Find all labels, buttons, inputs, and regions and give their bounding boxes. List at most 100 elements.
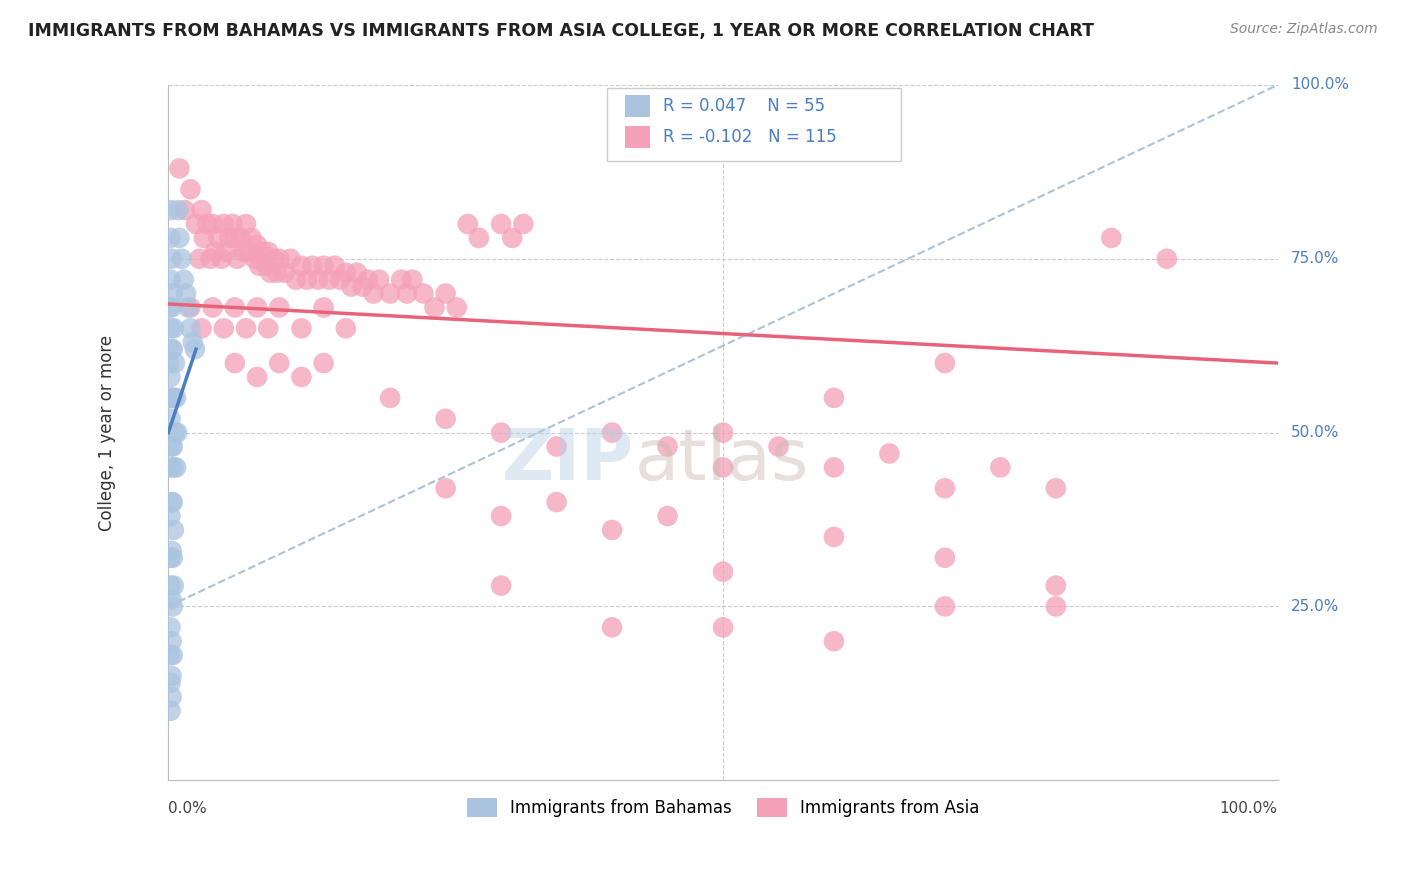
Point xyxy=(163,391,186,405)
Point xyxy=(162,440,184,454)
Point xyxy=(200,252,222,266)
Point xyxy=(159,550,181,565)
Text: 0.0%: 0.0% xyxy=(169,801,207,816)
Text: atlas: atlas xyxy=(634,426,808,495)
Point xyxy=(489,217,512,231)
Point xyxy=(368,272,391,286)
Point xyxy=(259,266,281,280)
Point xyxy=(446,301,468,315)
Point xyxy=(457,217,479,231)
Text: R = 0.047    N = 55: R = 0.047 N = 55 xyxy=(664,97,825,115)
Point xyxy=(340,279,363,293)
Point xyxy=(489,425,512,440)
Point xyxy=(269,301,291,315)
Point xyxy=(240,231,263,245)
Point xyxy=(159,321,181,335)
Point xyxy=(468,231,491,245)
Point xyxy=(269,252,291,266)
Point xyxy=(711,565,734,579)
Point xyxy=(501,231,523,245)
Point xyxy=(1045,481,1067,495)
Point xyxy=(246,238,269,252)
Point xyxy=(934,481,956,495)
Point xyxy=(163,523,186,537)
Point xyxy=(195,217,218,231)
Point xyxy=(823,530,845,544)
Point xyxy=(177,301,200,315)
Point xyxy=(160,342,183,356)
Point xyxy=(312,356,335,370)
Point xyxy=(346,266,368,280)
Text: 75.0%: 75.0% xyxy=(1291,252,1340,267)
Point xyxy=(307,272,329,286)
Point xyxy=(879,446,901,460)
Point xyxy=(221,217,243,231)
Point xyxy=(363,286,385,301)
Point xyxy=(278,252,301,266)
Point xyxy=(389,272,412,286)
Point xyxy=(160,690,183,704)
Point xyxy=(174,286,197,301)
Point xyxy=(290,259,312,273)
Text: R = -0.102   N = 115: R = -0.102 N = 115 xyxy=(664,128,837,146)
Point xyxy=(1045,579,1067,593)
Point xyxy=(159,272,181,286)
Point xyxy=(190,321,212,335)
Point xyxy=(247,259,270,273)
FancyBboxPatch shape xyxy=(626,126,650,148)
Point xyxy=(224,231,246,245)
Point xyxy=(212,217,235,231)
Point xyxy=(159,648,181,662)
Point xyxy=(162,550,184,565)
Point xyxy=(181,335,204,350)
Point xyxy=(159,509,181,524)
Point xyxy=(546,440,568,454)
Point xyxy=(352,279,374,293)
Point xyxy=(159,676,181,690)
Point xyxy=(489,579,512,593)
Point xyxy=(254,259,277,273)
Point xyxy=(159,579,181,593)
Point xyxy=(434,411,457,425)
Point xyxy=(768,440,790,454)
Point xyxy=(162,599,184,614)
Point xyxy=(323,259,346,273)
Point xyxy=(159,620,181,634)
Point xyxy=(823,634,845,648)
Point xyxy=(657,440,679,454)
Point xyxy=(546,495,568,509)
Point xyxy=(235,321,257,335)
Point xyxy=(169,231,191,245)
Point xyxy=(1156,252,1178,266)
Point xyxy=(1099,231,1122,245)
Legend: Immigrants from Bahamas, Immigrants from Asia: Immigrants from Bahamas, Immigrants from… xyxy=(460,791,986,824)
Point xyxy=(162,286,184,301)
Point xyxy=(166,425,188,440)
Point xyxy=(215,244,238,259)
Point xyxy=(224,301,246,315)
Point xyxy=(235,217,257,231)
Text: IMMIGRANTS FROM BAHAMAS VS IMMIGRANTS FROM ASIA COLLEGE, 1 YEAR OR MORE CORRELAT: IMMIGRANTS FROM BAHAMAS VS IMMIGRANTS FR… xyxy=(28,22,1094,40)
Point xyxy=(711,460,734,475)
Point xyxy=(184,342,207,356)
Point xyxy=(157,391,180,405)
Point xyxy=(263,252,285,266)
Point xyxy=(160,544,183,558)
Point xyxy=(301,259,323,273)
Point xyxy=(160,634,183,648)
Point xyxy=(312,301,335,315)
Point xyxy=(163,460,186,475)
Point xyxy=(934,356,956,370)
Point xyxy=(243,252,266,266)
Point xyxy=(163,356,186,370)
Point xyxy=(990,460,1012,475)
Point xyxy=(163,425,186,440)
Point xyxy=(711,620,734,634)
Point xyxy=(295,272,318,286)
Point xyxy=(169,161,191,176)
FancyBboxPatch shape xyxy=(626,95,650,117)
Point xyxy=(162,391,184,405)
Point xyxy=(229,231,252,245)
Point xyxy=(201,217,224,231)
Text: ZIP: ZIP xyxy=(502,426,634,495)
